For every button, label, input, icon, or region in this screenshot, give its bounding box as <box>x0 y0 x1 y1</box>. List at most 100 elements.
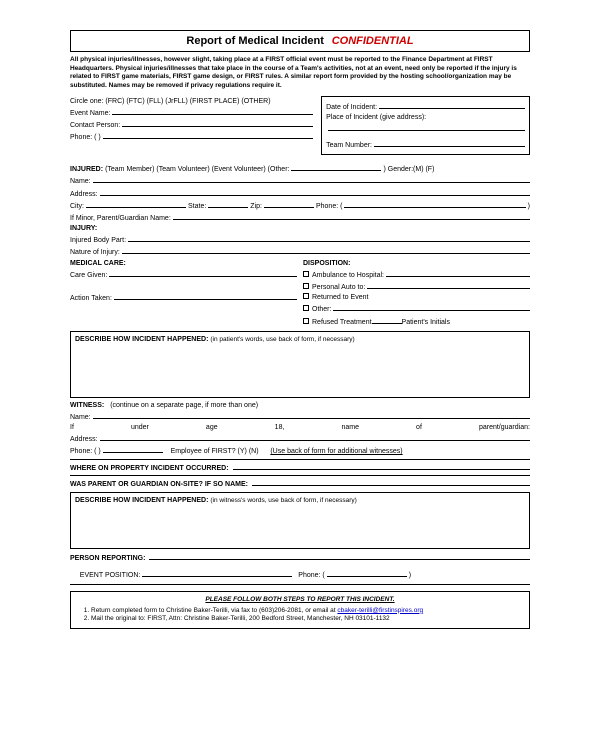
rphone-field[interactable] <box>327 569 407 577</box>
phone2-field[interactable] <box>344 200 525 208</box>
wage: age <box>206 423 218 432</box>
minor-field[interactable] <box>173 212 530 220</box>
injured-address-label: Address: <box>70 190 98 199</box>
wif: If <box>70 423 74 432</box>
checkbox-returned[interactable] <box>303 293 309 299</box>
basic-section: Circle one: (FRC) (FTC) (FLL) (JrFLL) (F… <box>70 96 530 155</box>
basic-left: Circle one: (FRC) (FTC) (FLL) (JrFLL) (F… <box>70 96 313 155</box>
footer-step1: Return completed form to Christine Baker… <box>91 607 523 615</box>
d4-field[interactable] <box>333 303 530 311</box>
footer-box: PLEASE FOLLOW BOTH STEPS TO REPORT THIS … <box>70 591 530 628</box>
place-label: Place of Incident (give address): <box>326 113 426 122</box>
describe1-field[interactable] <box>75 344 525 394</box>
waddr-label: Address: <box>70 435 98 444</box>
witness-sub: (continue on a separate page, if more th… <box>110 401 258 410</box>
contact-label: Contact Person: <box>70 121 120 130</box>
caregiven-field[interactable] <box>109 269 297 277</box>
d5a-label: Refused Treatment <box>312 318 372 327</box>
d2-field[interactable] <box>367 281 530 289</box>
injured-section: INJURED: (Team Member) (Team Volunteer) … <box>70 163 530 327</box>
team-label: Team Number: <box>326 141 372 150</box>
footer-step2: Mail the original to: FIRST, Attn: Chris… <box>91 615 523 623</box>
place-field[interactable] <box>328 123 525 131</box>
injured-other-field[interactable] <box>291 163 381 171</box>
wphone-label: Phone: ( ) <box>70 447 101 456</box>
footer-email-link[interactable]: cbaker-terilli@firstinspires.org <box>337 607 423 614</box>
reporting-section: PERSON REPORTING: EVENT POSITION: Phone:… <box>70 552 530 580</box>
injury-header: INJURY: <box>70 224 97 233</box>
circle-one-label: Circle one: (FRC) (FTC) (FLL) (JrFLL) (F… <box>70 97 271 106</box>
phone-field[interactable] <box>103 131 313 139</box>
minor-label: If Minor, Parent/Guardian Name: <box>70 214 171 223</box>
where-label: WHERE ON PROPERTY INCIDENT OCCURRED: <box>70 464 229 473</box>
action-label: Action Taken: <box>70 294 112 303</box>
d5b-label: Patient's Initials <box>402 318 450 327</box>
date-label: Date of Incident: <box>326 103 377 112</box>
city-label: City: <box>70 202 84 211</box>
state-label: State: <box>188 202 206 211</box>
wname-field[interactable] <box>93 411 530 419</box>
witness-header: WITNESS: <box>70 401 104 410</box>
document-page: Report of Medical Incident CONFIDENTIAL … <box>0 0 600 730</box>
care-disposition: MEDICAL CARE: Care Given: Action Taken: … <box>70 258 530 328</box>
checkbox-ambulance[interactable] <box>303 271 309 277</box>
describe2-title: DESCRIBE HOW INCIDENT HAPPENED: <box>75 497 208 504</box>
describe2-field[interactable] <box>75 505 525 545</box>
nature-label: Nature of Injury: <box>70 248 120 257</box>
bodypart-field[interactable] <box>128 234 530 242</box>
wname-label: Name: <box>70 413 91 422</box>
wof: of <box>416 423 422 432</box>
event-name-field[interactable] <box>112 107 313 115</box>
report-name-field[interactable] <box>149 552 530 560</box>
d4-label: Other: <box>312 305 331 314</box>
wpg: parent/guardian: <box>479 423 530 432</box>
injured-name-field[interactable] <box>93 175 530 183</box>
wname2: name <box>341 423 359 432</box>
basic-right: Date of Incident: Place of Incident (giv… <box>321 96 530 155</box>
team-field[interactable] <box>374 139 525 147</box>
pos-label: EVENT POSITION: <box>80 571 141 580</box>
event-name-label: Event Name: <box>70 109 110 118</box>
d1-field[interactable] <box>386 269 530 277</box>
contact-field[interactable] <box>122 119 313 127</box>
describe2-box: DESCRIBE HOW INCIDENT HAPPENED: (in witn… <box>70 492 530 549</box>
wback: (Use back of form for additional witness… <box>270 447 402 456</box>
footer-title: PLEASE FOLLOW BOTH STEPS TO REPORT THIS … <box>77 596 523 604</box>
title-box: Report of Medical Incident CONFIDENTIAL <box>70 30 530 52</box>
where-field[interactable] <box>233 462 530 470</box>
rphone-label: Phone: ( <box>298 571 324 580</box>
d5-field[interactable] <box>372 316 402 324</box>
pos-field[interactable] <box>142 569 292 577</box>
describe1-title: DESCRIBE HOW INCIDENT HAPPENED: <box>75 336 208 343</box>
zip-label: Zip: <box>250 202 262 211</box>
checkbox-other[interactable] <box>303 305 309 311</box>
injured-address-field[interactable] <box>100 188 530 196</box>
intro-text: All physical injuries/illnesses, however… <box>70 56 530 90</box>
waddr-field[interactable] <box>100 433 530 441</box>
zip-field[interactable] <box>264 200 314 208</box>
medcare-header: MEDICAL CARE: <box>70 259 126 268</box>
checkbox-auto[interactable] <box>303 283 309 289</box>
injured-options: (Team Member) (Team Volunteer) (Event Vo… <box>105 165 289 174</box>
city-field[interactable] <box>86 200 186 208</box>
d1-label: Ambulance to Hospital: <box>312 271 384 280</box>
wphone-field[interactable] <box>103 445 163 453</box>
nature-field[interactable] <box>122 246 530 254</box>
action-field[interactable] <box>114 292 297 300</box>
caregiven-label: Care Given: <box>70 271 107 280</box>
injured-header: INJURED: <box>70 165 103 174</box>
state-field[interactable] <box>208 200 248 208</box>
describe1-sub: (in patient's words, use back of form, i… <box>210 336 354 343</box>
d2-label: Personal Auto to: <box>312 283 365 292</box>
report-header: PERSON REPORTING: <box>70 554 145 563</box>
describe1-box: DESCRIBE HOW INCIDENT HAPPENED: (in pati… <box>70 331 530 398</box>
parent-field[interactable] <box>252 478 530 486</box>
checkbox-refused[interactable] <box>303 318 309 324</box>
phone-label: Phone: ( ) <box>70 133 101 142</box>
phone2-label: Phone: ( <box>316 202 342 211</box>
describe2-sub: (in witness's words, use back of form, i… <box>210 497 356 504</box>
date-field[interactable] <box>379 101 525 109</box>
bodypart-label: Injured Body Part: <box>70 236 126 245</box>
injured-name-label: Name: <box>70 177 91 186</box>
w18: 18, <box>275 423 285 432</box>
